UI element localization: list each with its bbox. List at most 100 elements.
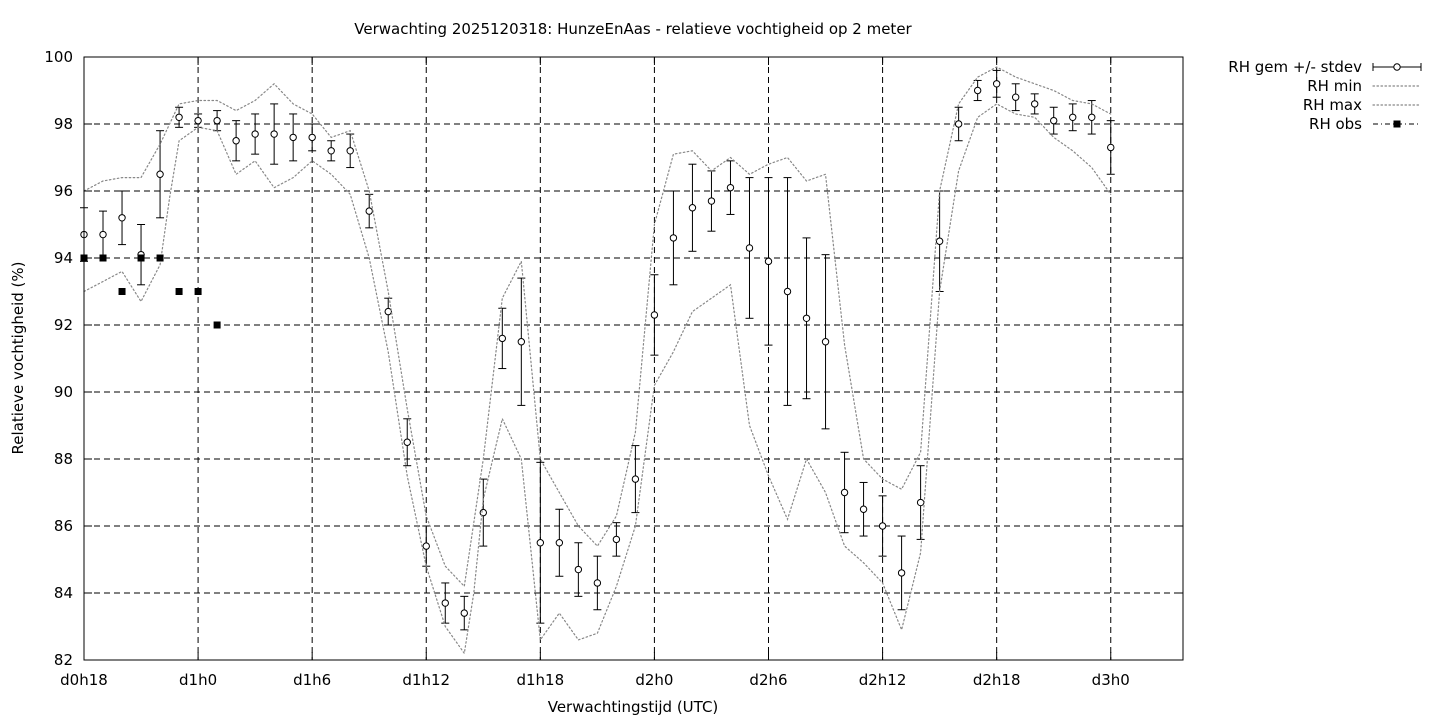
mean-point: [1107, 143, 1115, 152]
mean-point: [232, 137, 240, 145]
obs-point: [194, 288, 202, 295]
mean-point: [992, 80, 1001, 88]
mean-point: [840, 488, 849, 497]
mean-point: [99, 230, 107, 239]
mean-point: [973, 86, 982, 95]
series-rh-max: [83, 66, 1112, 588]
obs-point: [137, 254, 145, 262]
mean-point: [498, 334, 507, 343]
y-tick-label: 98: [54, 115, 73, 133]
tick-marks: 82 84 86 88 90 92 94 96 98 100 d0h18 d1h0 d1h6 d1h12 d…: [44, 48, 1183, 689]
mean-point: [593, 579, 602, 587]
mean-point: [650, 311, 659, 319]
x-tick-label: d0h18: [60, 671, 108, 689]
x-tick-label: d2h18: [973, 671, 1021, 689]
mean-point: [574, 565, 583, 574]
rh-line: [83, 103, 1112, 655]
y-tick-label: 82: [54, 651, 73, 669]
mean-point: [612, 535, 621, 544]
grid-lines: [83, 57, 1183, 660]
y-tick-label: 84: [54, 584, 73, 602]
legend-label: RH gem +/- stdev: [1228, 58, 1362, 76]
obs-point: [213, 321, 221, 329]
mean-point: [802, 314, 811, 322]
obs-point: [118, 288, 126, 295]
mean-point: [954, 120, 963, 128]
mean-point: [517, 338, 526, 346]
y-tick-label: 90: [54, 383, 73, 401]
mean-point: [327, 147, 335, 155]
mean-point: [422, 542, 430, 550]
mean-point: [1069, 113, 1077, 122]
mean-point: [308, 133, 316, 142]
series-rh-gem-stdev: [80, 69, 1115, 631]
mean-point: [118, 214, 126, 222]
mean-point: [251, 130, 259, 138]
mean-point: [1030, 100, 1039, 108]
x-tick-label: d1h0: [179, 671, 217, 689]
rh-line: [83, 66, 1112, 588]
mean-point: [1050, 116, 1058, 125]
legend-label: RH min: [1307, 77, 1362, 95]
x-tick-label: d1h12: [402, 671, 450, 689]
y-tick-label: 86: [54, 517, 73, 535]
mean-point: [1011, 93, 1020, 101]
x-tick-label: d2h12: [859, 671, 907, 689]
mean-point: [289, 133, 297, 142]
mean-point: [460, 609, 468, 617]
legend-swatch-marker: [1393, 120, 1401, 128]
series-rh-obs: [80, 254, 221, 329]
mean-point: [764, 257, 773, 266]
x-tick-label: d3h0: [1092, 671, 1130, 689]
obs-point: [175, 288, 183, 295]
mean-point: [669, 234, 678, 242]
mean-point: [175, 113, 183, 122]
y-tick-label: 100: [44, 48, 73, 66]
mean-point: [821, 338, 830, 346]
plot-frame: [83, 56, 1184, 661]
mean-point: [555, 539, 564, 547]
mean-point: [783, 287, 792, 296]
mean-point: [631, 475, 640, 483]
mean-point: [194, 116, 202, 125]
y-tick-label: 96: [54, 182, 73, 200]
x-tick-label: d1h6: [293, 671, 331, 689]
x-tick-label: d2h0: [635, 671, 673, 689]
mean-point: [156, 170, 164, 178]
y-tick-label: 94: [54, 249, 73, 267]
mean-point: [384, 307, 392, 316]
legend-label: RH max: [1303, 96, 1362, 114]
legend-label: RH obs: [1309, 115, 1362, 133]
mean-point: [935, 237, 944, 245]
series-layer: [80, 66, 1115, 655]
legend-swatch-marker: [1393, 63, 1401, 71]
mean-point: [270, 130, 278, 138]
mean-point: [403, 438, 411, 446]
mean-point: [213, 116, 221, 125]
y-tick-label: 92: [54, 316, 73, 334]
y-axis-title: Relatieve vochtigheid (%): [9, 261, 27, 454]
obs-point: [99, 254, 107, 262]
y-tick-label: 88: [54, 450, 73, 468]
mean-point: [346, 147, 354, 155]
chart-title: Verwachting 2025120318: HunzeEnAas - rel…: [354, 20, 912, 38]
mean-point: [745, 244, 754, 252]
x-tick-label: d1h18: [516, 671, 564, 689]
x-axis-title: Verwachtingstijd (UTC): [548, 698, 719, 716]
mean-point: [859, 505, 868, 513]
mean-point: [441, 599, 449, 607]
mean-point: [536, 539, 545, 547]
mean-point: [916, 498, 925, 507]
mean-point: [726, 183, 735, 192]
mean-point: [897, 569, 906, 577]
x-tick-label: d2h6: [749, 671, 787, 689]
mean-point: [707, 197, 716, 205]
mean-point: [365, 207, 373, 215]
series-rh-min: [83, 103, 1112, 655]
mean-point: [1088, 113, 1096, 122]
mean-point: [688, 204, 697, 212]
obs-point: [156, 254, 164, 262]
mean-point: [479, 508, 487, 517]
